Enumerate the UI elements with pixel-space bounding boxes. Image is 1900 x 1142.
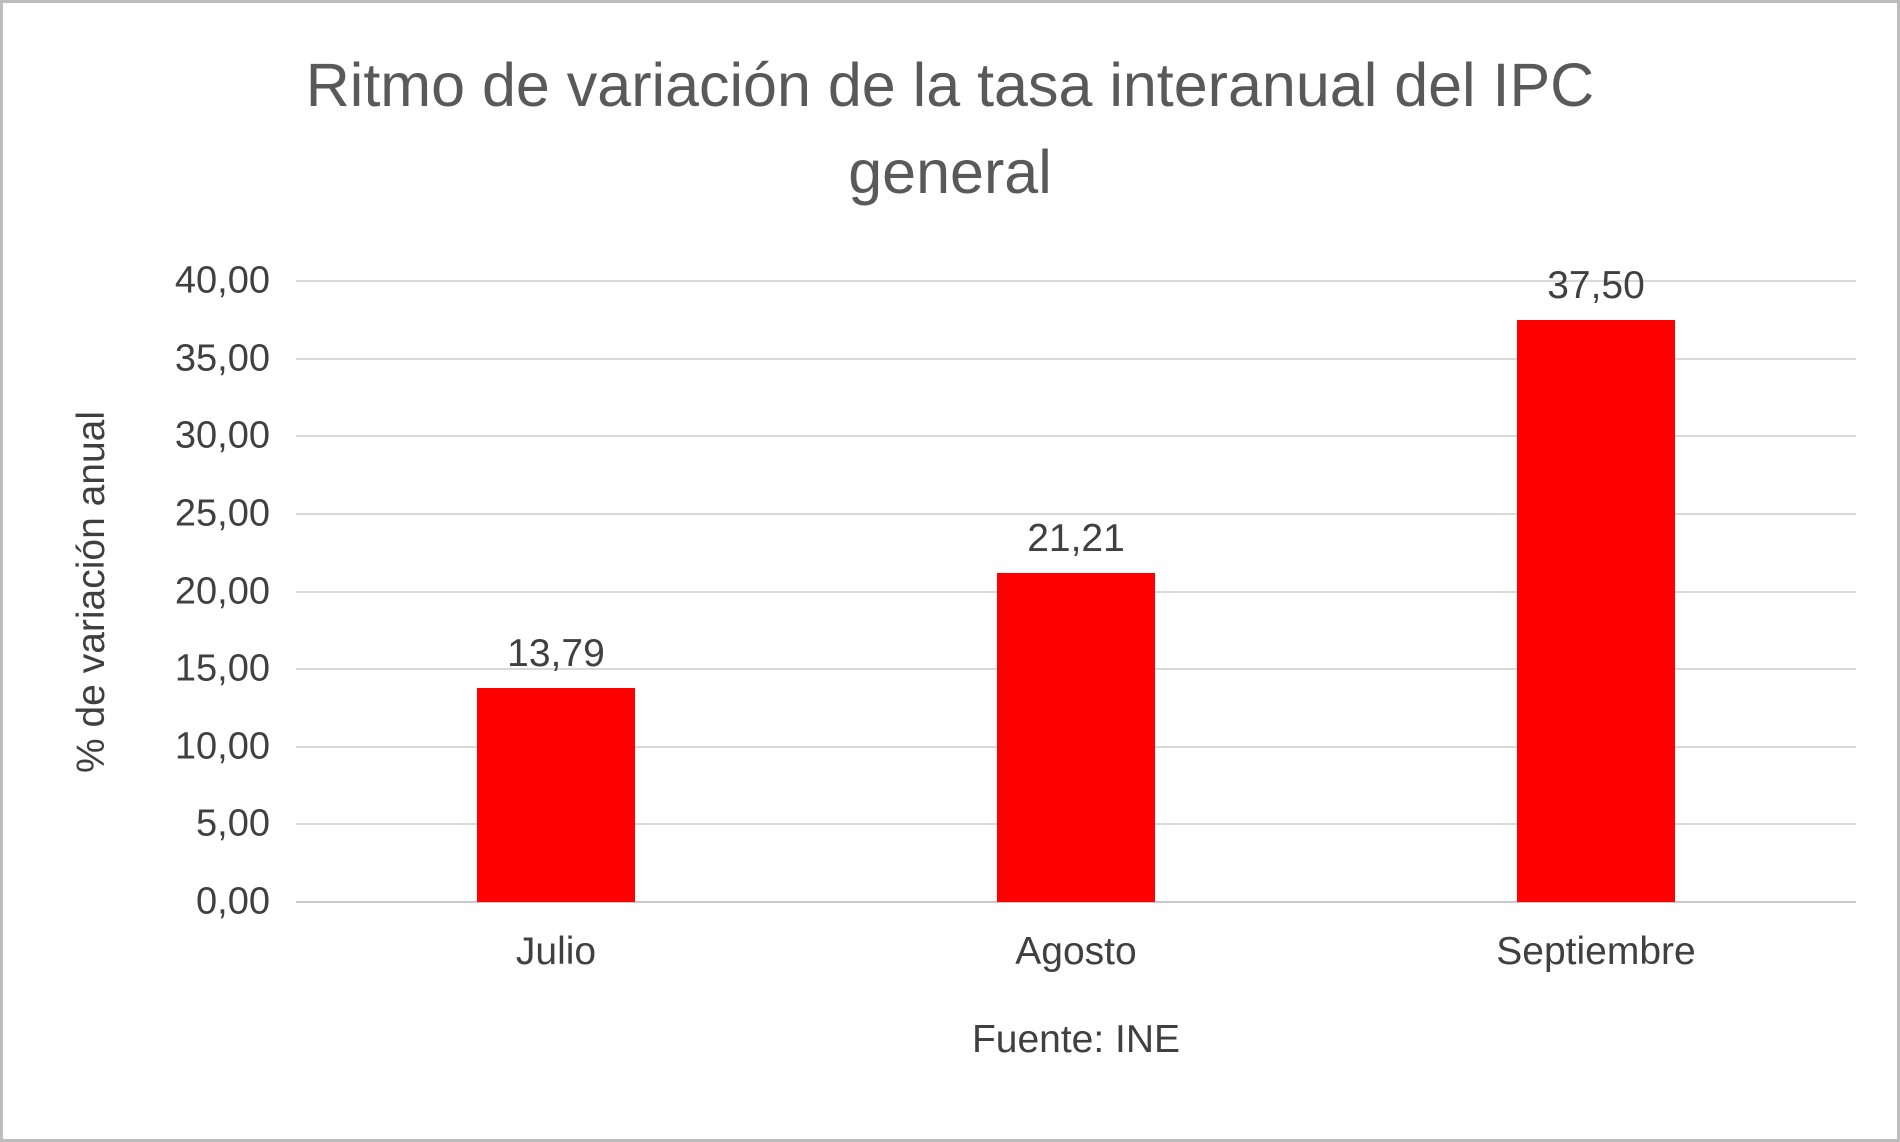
y-tick-label: 25,00	[174, 492, 270, 535]
gridline	[296, 512, 1856, 515]
y-tick-label: 5,00	[196, 802, 270, 845]
bar-value-label: 21,21	[1027, 516, 1125, 560]
bar-value-label: 37,50	[1547, 263, 1645, 307]
gridline	[296, 280, 1856, 282]
y-tick-label: 30,00	[174, 414, 270, 457]
x-axis-category-labels: Julio Agosto Septiembre	[296, 930, 1856, 990]
chart-title: Ritmo de variación de la tasa interanual…	[305, 51, 1595, 206]
bar	[476, 687, 635, 902]
y-tick-label: 0,00	[196, 880, 270, 923]
gridline	[296, 901, 1856, 903]
gridline	[296, 357, 1856, 360]
y-tick-label: 10,00	[174, 725, 270, 768]
y-axis-tick-labels: 0,00 5,00 10,00 15,00 20,00 25,00 30,00 35,00 40…	[0, 260, 270, 923]
x-category-label: Agosto	[1015, 930, 1137, 973]
bar-value-label: 13,79	[507, 631, 605, 675]
x-category-label: Julio	[515, 930, 597, 973]
bar	[997, 572, 1155, 902]
y-tick-label: 35,00	[174, 337, 270, 380]
x-category-label: Septiembre	[1496, 930, 1696, 973]
gridline	[296, 435, 1856, 438]
plot-area: 13,79 21,21 37,50	[296, 264, 1856, 903]
y-tick-label: 40,00	[174, 259, 270, 302]
source-note: Fuente: INE	[971, 1018, 1181, 1061]
y-tick-label: 15,00	[174, 647, 270, 690]
y-tick-label: 20,00	[174, 570, 270, 612]
bar	[1517, 319, 1675, 902]
